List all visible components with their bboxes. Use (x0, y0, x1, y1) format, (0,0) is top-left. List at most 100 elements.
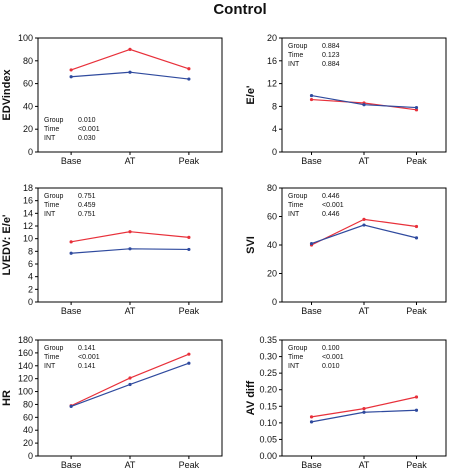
x-tick-label: AT (359, 156, 370, 166)
stat-value: 0.010 (322, 363, 340, 370)
y-tick-label: 4 (272, 124, 277, 134)
stat-label: INT (288, 211, 300, 218)
y-tick-label: 14 (23, 208, 33, 218)
x-tick-label: Peak (179, 306, 200, 316)
stat-label: Group (288, 345, 308, 352)
stat-value: 0.141 (78, 345, 96, 352)
y-tick-label: 180 (18, 335, 33, 345)
stat-value: 0.751 (78, 193, 96, 200)
stat-value: 0.459 (78, 202, 96, 209)
data-point (309, 97, 314, 102)
x-tick-label: Peak (179, 460, 200, 470)
data-point (69, 404, 73, 408)
stat-label: INT (44, 363, 56, 370)
data-point (187, 352, 191, 356)
y-axis-label: AV diff (245, 380, 257, 415)
y-tick-label: 0 (28, 451, 33, 461)
y-tick-label: 0 (272, 147, 277, 157)
y-tick-label: 0.35 (259, 335, 277, 345)
y-tick-label: 100 (18, 387, 33, 397)
stat-value: <0.001 (78, 354, 100, 361)
panel-6: 0.00 0.05 0.10 0.15 0.20 0.25 0.30 0.35 Base AT Pe… (245, 335, 447, 470)
y-tick-label: 140 (18, 361, 33, 371)
stat-label: Group (288, 193, 308, 200)
data-point (128, 230, 132, 234)
data-point (362, 410, 366, 414)
data-point (362, 103, 366, 107)
y-tick-label: 0.15 (259, 401, 277, 411)
series-line-1 (70, 48, 190, 71)
plot-frame (281, 187, 447, 303)
x-tick-label: Peak (179, 156, 200, 166)
x-tick-label: Peak (406, 460, 427, 470)
data-point (187, 247, 191, 252)
y-tick-label: 12 (267, 79, 277, 89)
data-point (309, 420, 314, 424)
y-tick-label: 12 (23, 221, 33, 231)
stat-value: <0.001 (322, 202, 344, 209)
stat-value: 0.010 (78, 117, 96, 124)
y-tick-label: 0 (28, 297, 33, 307)
y-tick-label: 40 (23, 425, 33, 435)
data-point (187, 77, 191, 81)
data-point (128, 376, 132, 380)
x-tick-label: AT (125, 306, 136, 316)
data-point (414, 224, 419, 229)
plot-frame (37, 339, 223, 457)
y-axis-label: LVEDV: E/e' (1, 214, 13, 275)
x-tick-label: Base (301, 460, 322, 470)
stat-value: 0.884 (322, 61, 340, 68)
data-point (414, 408, 419, 412)
series-line-1 (70, 353, 190, 407)
stat-value: 0.141 (78, 363, 96, 370)
data-point (309, 93, 314, 98)
data-point (128, 382, 132, 387)
stat-value: 0.446 (322, 211, 340, 218)
x-tick-label: AT (359, 306, 370, 316)
stat-label: INT (44, 135, 56, 142)
stat-value: 0.030 (78, 135, 96, 142)
stat-value: 0.100 (322, 345, 340, 352)
stat-value: 0.446 (322, 193, 340, 200)
y-axis-label: HR (1, 390, 13, 406)
y-tick-label: 16 (23, 196, 33, 206)
stat-label: INT (288, 363, 300, 370)
data-point (362, 223, 366, 227)
x-tick-label: Base (301, 306, 322, 316)
y-axis-label: E/e' (245, 85, 257, 105)
x-tick-label: AT (359, 460, 370, 470)
x-tick-label: Base (61, 306, 82, 316)
data-point (414, 105, 419, 110)
series-line-1 (311, 396, 417, 418)
x-tick-label: AT (125, 156, 136, 166)
data-point (414, 108, 419, 112)
y-tick-label: 0 (28, 147, 33, 157)
y-tick-label: 0.30 (259, 352, 277, 362)
data-point (414, 236, 419, 240)
y-tick-label: 80 (23, 399, 33, 409)
y-tick-label: 20 (23, 124, 33, 134)
y-tick-label: 0.20 (259, 385, 277, 395)
y-tick-label: 60 (23, 412, 33, 422)
y-tick-label: 40 (267, 240, 277, 250)
data-point (69, 68, 73, 72)
y-tick-label: 6 (28, 259, 33, 269)
data-point (309, 241, 314, 246)
plot-frame (37, 187, 223, 303)
stat-label: Group (44, 193, 64, 200)
plot-frame (281, 37, 447, 153)
y-tick-label: 60 (23, 79, 33, 89)
panel-5: 0 20 40 60 80 100 120 140 160 180 Base AT Peak HR Grou… (1, 335, 223, 470)
y-tick-label: 0.25 (259, 368, 277, 378)
stat-label: INT (44, 211, 56, 218)
y-tick-label: 0.00 (259, 451, 277, 461)
y-tick-label: 120 (18, 374, 33, 384)
y-tick-label: 16 (267, 56, 277, 66)
panel-2: 0 4 8 12 16 20 Base AT Peak E/e' Group 0.884 Time 0.1… (245, 33, 447, 166)
data-point (187, 67, 191, 71)
y-tick-label: 0 (272, 297, 277, 307)
y-tick-label: 10 (23, 234, 33, 244)
y-tick-label: 20 (267, 33, 277, 43)
data-point (69, 75, 73, 79)
